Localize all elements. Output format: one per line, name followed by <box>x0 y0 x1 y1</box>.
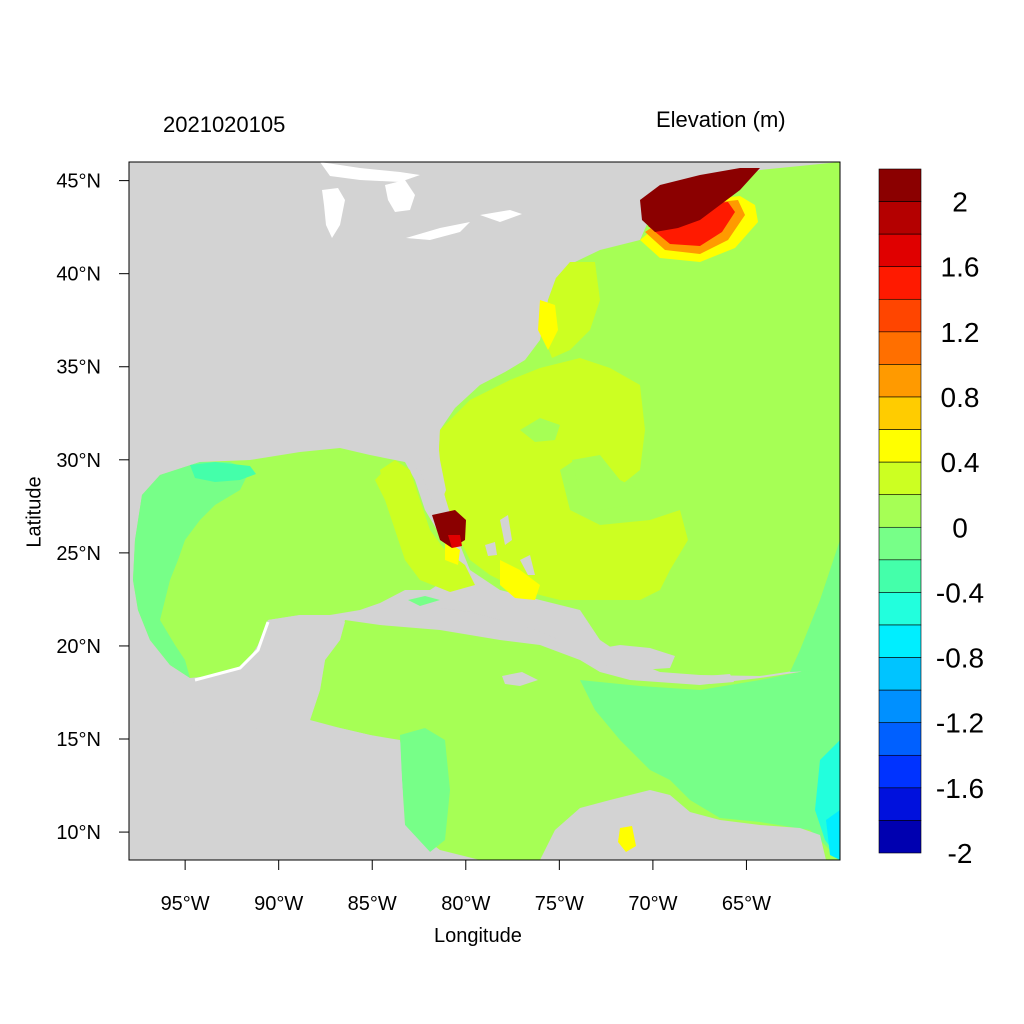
colorbar: 2 1.6 1.2 0.8 0.4 0 -0.4 -0.8 -1.2 -1.6 -2 <box>878 168 984 869</box>
lake-ontario <box>480 210 522 222</box>
inner-green-hole <box>520 418 560 442</box>
colorbar-label: 1.2 <box>941 317 980 348</box>
y-tick-label: 35°N <box>56 357 101 379</box>
south-america-land <box>540 790 826 860</box>
colorbar-swatch <box>878 657 922 691</box>
colorbar-swatch <box>878 364 922 398</box>
caribbean-west-negative <box>400 728 450 852</box>
colorbar-label: 0 <box>952 512 968 543</box>
colorbar-swatch <box>878 461 922 496</box>
maracaibo-water <box>618 826 636 852</box>
colorbar-label: 0.4 <box>941 447 980 478</box>
gulf-coast-cyan <box>190 462 256 482</box>
colorbar-swatch <box>878 689 922 724</box>
hispaniola-land <box>590 645 675 670</box>
colorbar-swatch <box>878 233 922 268</box>
y-tick-label: 30°N <box>56 450 101 472</box>
lake-michigan <box>322 188 345 238</box>
yucatan-coast-white <box>194 621 270 682</box>
colorbar-swatch <box>878 168 922 202</box>
x-tick-label: 75°W <box>535 893 584 915</box>
map-variable-label: Elevation (m) <box>656 107 786 132</box>
y-tick-label: 20°N <box>56 636 101 658</box>
map-area <box>129 162 840 860</box>
x-tick-label: 90°W <box>254 893 303 915</box>
yucatan-land <box>258 615 345 720</box>
colorbar-label: 0.8 <box>941 382 980 413</box>
y-tick-label: 25°N <box>56 543 101 565</box>
us-east-shelf-positive <box>545 262 600 358</box>
atlantic-east-negative <box>790 540 840 672</box>
colorbar-label: -1.6 <box>936 773 984 804</box>
lake-erie <box>406 222 470 240</box>
lesser-antilles-blue <box>826 810 840 860</box>
colorbar-swatch <box>878 266 922 300</box>
jamaica-land <box>502 672 538 686</box>
x-tick-label: 65°W <box>722 893 771 915</box>
colorbar-label: -1.2 <box>936 708 984 739</box>
x-axis-label: Longitude <box>434 925 522 947</box>
gulf-of-mexico <box>133 448 460 678</box>
bahamas-positive-region <box>438 358 688 600</box>
colorbar-label: -2 <box>948 838 973 869</box>
colorbar-swatch <box>878 396 922 430</box>
south-florida-red <box>448 535 462 548</box>
x-tick-label: 85°W <box>348 893 397 915</box>
x-tick-label: 70°W <box>628 893 677 915</box>
florida-keys-yellow <box>445 540 460 565</box>
y-tick-label: 45°N <box>56 171 101 193</box>
gulf-shelf-negative <box>133 462 250 678</box>
inner-green-hole-2 <box>572 455 640 510</box>
y-tick-label: 10°N <box>56 822 101 844</box>
colorbar-label: -0.8 <box>936 643 984 674</box>
colorbar-swatch <box>878 722 922 756</box>
puerto-rico-land <box>706 674 734 684</box>
colorbar-swatch <box>878 526 922 561</box>
colorbar-swatch <box>878 331 922 365</box>
cuba-coast-green <box>408 596 440 606</box>
plot-frame <box>128 161 841 861</box>
caribbean-east-negative <box>580 660 840 860</box>
y-tick-label: 40°N <box>56 264 101 286</box>
central-america-land <box>129 718 445 860</box>
lake-huron <box>385 180 415 212</box>
colorbar-swatch <box>878 754 922 789</box>
x-tick-label: 80°W <box>441 893 490 915</box>
map-time-label: 2021020105 <box>163 112 286 137</box>
colorbar-label: -0.4 <box>936 577 984 608</box>
bahamas-yellow <box>500 560 540 600</box>
florida-land <box>405 440 446 515</box>
colorbar-swatch <box>878 787 922 821</box>
bahamas-islands <box>485 515 535 575</box>
x-axis-ticks: 95°W 90°W 85°W 80°W 75°W 70°W 65°W <box>161 860 771 915</box>
colorbar-swatch <box>878 559 922 593</box>
y-axis-ticks: 10°N 15°N 20°N 25°N 30°N 35°N 40°N 45°N <box>56 171 129 844</box>
gulf-east-positive <box>375 462 405 500</box>
x-tick-label: 95°W <box>161 893 210 915</box>
colorbar-swatch <box>878 592 922 626</box>
y-axis-label: Latitude <box>23 476 46 548</box>
y-tick-label: 15°N <box>56 729 101 751</box>
carolina-yellow <box>538 300 558 350</box>
gulf-of-maine-darkred <box>640 168 760 232</box>
colorbar-swatch <box>878 820 922 854</box>
colorbar-swatch <box>878 298 922 333</box>
gulf-of-maine-red <box>648 202 735 246</box>
colorbar-swatch <box>878 494 922 528</box>
colorbar-label: 2 <box>952 187 968 218</box>
colorbar-swatch <box>878 429 922 463</box>
lake-superior <box>320 162 420 182</box>
colorbar-swatch <box>878 624 922 658</box>
colorbar-swatch <box>878 201 922 235</box>
colorbar-label: 1.6 <box>941 252 980 283</box>
